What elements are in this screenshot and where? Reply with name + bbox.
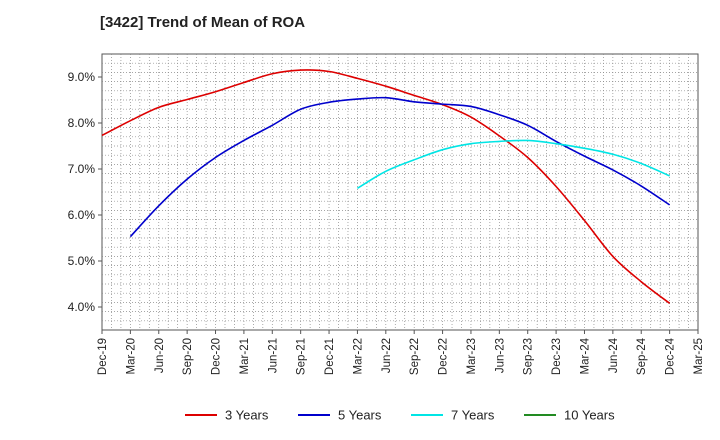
x-tick-label: Dec-21 — [324, 338, 336, 375]
y-axis-ticks: 4.0% 5.0% 6.0% 7.0% 8.0% 9.0% — [68, 70, 102, 314]
x-tick-label: Jun-20 — [154, 338, 166, 373]
x-tick-label: Sep-20 — [182, 338, 194, 375]
x-tick-label: Jun-23 — [494, 338, 506, 373]
y-tick-label: 6.0% — [68, 208, 96, 222]
x-tick-label: Sep-21 — [296, 338, 308, 375]
legend-label-7-years: 7 Years — [451, 408, 495, 423]
legend-label-3-years: 3 Years — [225, 408, 269, 423]
legend-label-10-years: 10 Years — [564, 408, 615, 423]
x-tick-label: Jun-21 — [267, 338, 279, 373]
x-tick-label: Sep-22 — [409, 338, 421, 375]
x-tick-label: Jun-24 — [608, 337, 620, 373]
y-tick-label: 8.0% — [68, 116, 96, 130]
y-tick-label: 9.0% — [68, 70, 96, 84]
series-lines — [101, 69, 671, 304]
series-line-3-years — [101, 69, 671, 304]
x-tick-label: Mar-22 — [352, 338, 364, 374]
x-tick-label: Mar-25 — [693, 338, 705, 374]
chart-title: [3422] Trend of Mean of ROA — [100, 14, 306, 31]
x-tick-label: Mar-21 — [239, 338, 251, 374]
x-tick-label: Mar-23 — [466, 338, 478, 374]
x-axis-ticks: Dec-19 Mar-20 Jun-20 Sep-20 Dec-20 Mar-21 Jun-… — [97, 330, 705, 375]
x-tick-label: Dec-19 — [97, 338, 109, 375]
series-line-5-years — [129, 96, 671, 238]
legend-label-5-years: 5 Years — [338, 408, 382, 423]
y-tick-label: 4.0% — [68, 300, 96, 314]
x-tick-label: Mar-20 — [125, 338, 137, 374]
series-line-7-years — [357, 139, 670, 190]
x-tick-label: Mar-24 — [579, 337, 591, 374]
x-tick-label: Sep-24 — [636, 337, 648, 375]
x-tick-label: Dec-23 — [551, 338, 563, 375]
x-tick-label: Sep-23 — [523, 338, 535, 375]
x-tick-label: Jun-22 — [381, 338, 393, 373]
legend: 3 Years 5 Years 7 Years 10 Years — [185, 408, 615, 423]
x-tick-label: Dec-20 — [211, 338, 223, 375]
y-tick-label: 5.0% — [68, 254, 96, 268]
y-tick-label: 7.0% — [68, 162, 96, 176]
x-tick-label: Dec-22 — [438, 338, 450, 375]
x-tick-label: Dec-24 — [665, 337, 677, 375]
